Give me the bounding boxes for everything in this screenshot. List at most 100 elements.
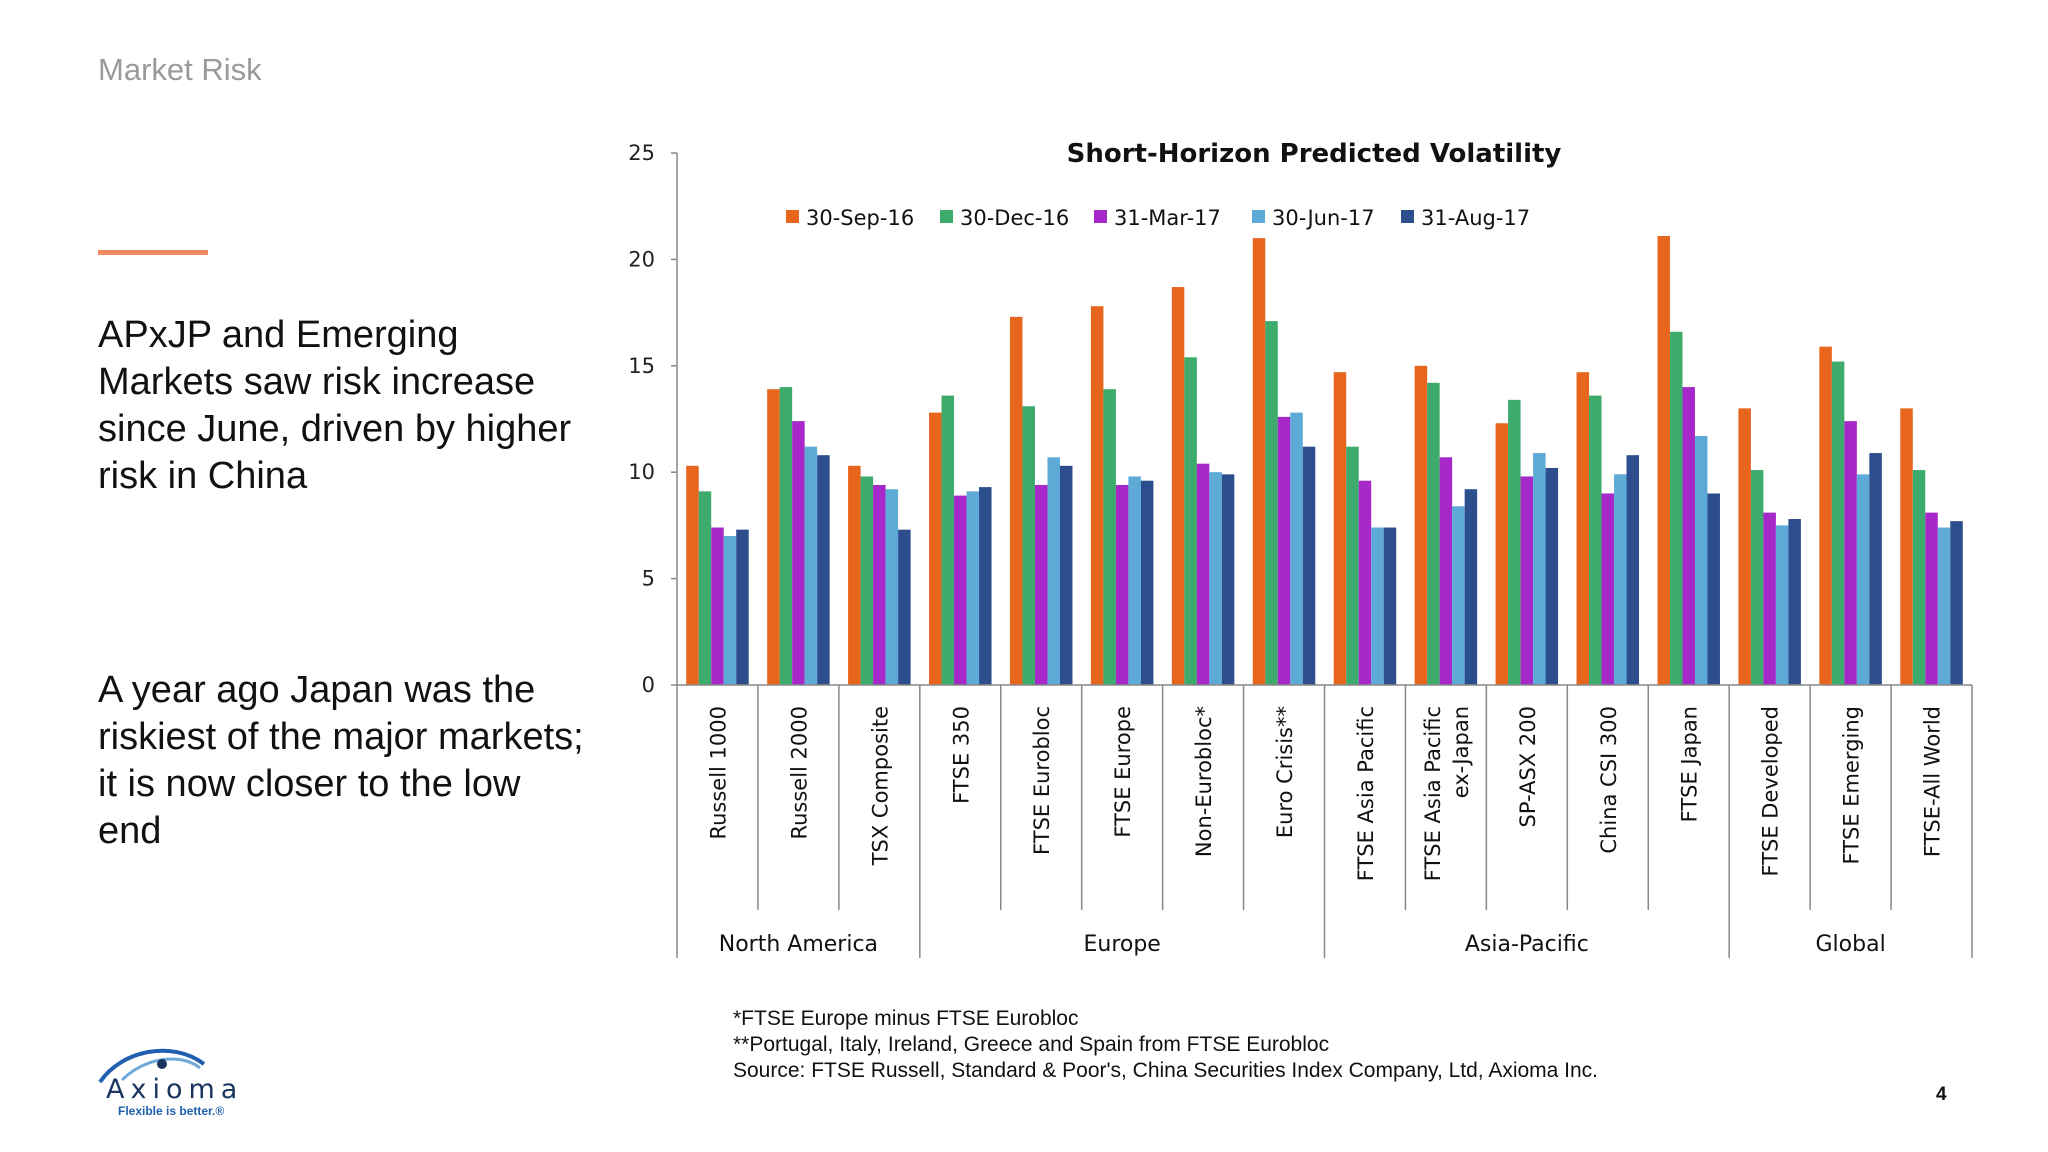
bar — [1937, 527, 1951, 685]
bar — [1140, 480, 1154, 685]
bar — [1950, 521, 1963, 685]
bar — [736, 529, 749, 685]
x-tick-label: Russell 1000 — [706, 706, 730, 840]
bullet-point: APxJP and Emerging Markets saw risk incr… — [98, 314, 572, 497]
x-tick-label-line: Russell 1000 — [706, 706, 730, 840]
x-tick-label-line: SP-ASX 200 — [1516, 706, 1540, 828]
bar — [1090, 306, 1104, 685]
bar — [1576, 372, 1590, 685]
bar — [1508, 399, 1521, 685]
bar — [1900, 408, 1913, 685]
y-tick-label: 15 — [628, 354, 655, 378]
x-tick-label: China CSI 300 — [1597, 706, 1621, 854]
bar — [966, 491, 980, 685]
x-tick-label-line: FTSE Europe — [1111, 706, 1135, 838]
bar — [1115, 484, 1129, 685]
bar — [1775, 525, 1789, 685]
bar — [1221, 474, 1235, 685]
bar — [1707, 493, 1720, 685]
bar — [1925, 512, 1938, 685]
legend-label: 31-Mar-17 — [1114, 206, 1221, 230]
x-tick-label: FTSE 350 — [949, 706, 973, 804]
group-label: Asia-Pacific — [1465, 932, 1589, 957]
bar — [1912, 470, 1926, 685]
bar — [1265, 321, 1278, 685]
bar — [860, 476, 874, 685]
x-tick-label-line: TSX Composite — [868, 706, 892, 866]
bar — [1196, 463, 1210, 685]
bar — [1869, 453, 1882, 685]
bar — [1427, 382, 1440, 685]
source-note: Source: FTSE Russell, Standard & Poor's,… — [733, 1059, 1599, 1082]
bar — [1614, 474, 1627, 685]
axioma-logo: Axioma Flexible is better.® — [92, 1040, 252, 1120]
bar — [898, 529, 911, 685]
section-title: Market Risk — [98, 52, 262, 87]
logo-swoosh-icon — [98, 1048, 206, 1084]
bar — [885, 489, 899, 685]
x-tick-label-line: FTSE Japan — [1678, 706, 1702, 822]
group-label: Global — [1816, 932, 1886, 957]
bar — [954, 495, 967, 685]
x-tick-label: FTSE Eurobloc — [1030, 706, 1054, 855]
bar — [1601, 493, 1615, 685]
x-tick-label-line: FTSE Asia Pacific — [1421, 706, 1445, 881]
group-label: North America — [719, 932, 878, 957]
bar — [1669, 331, 1683, 685]
bar — [1034, 484, 1048, 685]
x-tick-label: FTSE Europe — [1111, 706, 1135, 838]
bar — [1383, 527, 1397, 685]
bar — [1452, 506, 1465, 685]
bar — [1302, 446, 1316, 685]
x-tick-label: SP-ASX 200 — [1516, 706, 1540, 828]
chart-title: Short-Horizon Predicted Volatility — [1067, 139, 1562, 169]
bar — [1290, 412, 1303, 685]
bar — [1414, 365, 1428, 685]
bar — [1371, 527, 1384, 685]
x-tick-label: Non-Eurobloc* — [1192, 706, 1216, 857]
x-tick-label: FTSE Developed — [1759, 706, 1783, 877]
x-tick-label-line: FTSE Emerging — [1840, 706, 1864, 865]
x-tick-label-line: ex-Japan — [1449, 706, 1473, 798]
bar — [1750, 470, 1764, 685]
legend-label: 30-Sep-16 — [806, 206, 914, 230]
bar — [711, 527, 724, 685]
bar — [1738, 408, 1751, 685]
bar — [779, 387, 793, 685]
x-tick-label-line: China CSI 300 — [1597, 706, 1621, 854]
logo-wordmark: Axioma — [106, 1074, 244, 1105]
bar — [1763, 512, 1776, 685]
bar — [941, 395, 955, 685]
legend-swatch — [786, 210, 799, 223]
bar — [1171, 287, 1185, 685]
bar — [1831, 361, 1845, 685]
x-tick-label-line: FTSE Developed — [1759, 706, 1783, 877]
bar — [1682, 387, 1695, 685]
bar — [804, 446, 818, 685]
y-tick-label: 25 — [628, 141, 655, 165]
bar — [1252, 238, 1266, 685]
accent-rule — [98, 250, 208, 255]
bar — [1495, 423, 1509, 685]
x-tick-label: Euro Crisis** — [1273, 706, 1297, 838]
x-tick-label-line: FTSE-All World — [1921, 706, 1945, 857]
x-tick-label: Russell 2000 — [787, 706, 811, 840]
bar — [686, 465, 699, 685]
bar — [1059, 465, 1073, 685]
x-tick-label-line: FTSE 350 — [949, 706, 973, 804]
footnote: **Portugal, Italy, Ireland, Greece and S… — [733, 1033, 1330, 1056]
legend-swatch — [1252, 210, 1265, 223]
footnotes: *FTSE Europe minus FTSE Eurobloc **Portu… — [733, 1006, 1598, 1084]
bar — [817, 455, 830, 685]
bar — [1333, 372, 1347, 685]
group-label: Europe — [1083, 932, 1160, 957]
bar — [1657, 235, 1670, 685]
x-tick-label: FTSE-All World — [1921, 706, 1945, 857]
bar — [1009, 316, 1023, 685]
bar — [873, 484, 886, 685]
x-tick-label: FTSE Emerging — [1840, 706, 1864, 865]
bar — [723, 536, 737, 685]
x-tick-label-line: FTSE Eurobloc — [1030, 706, 1054, 855]
bar — [1128, 476, 1141, 685]
